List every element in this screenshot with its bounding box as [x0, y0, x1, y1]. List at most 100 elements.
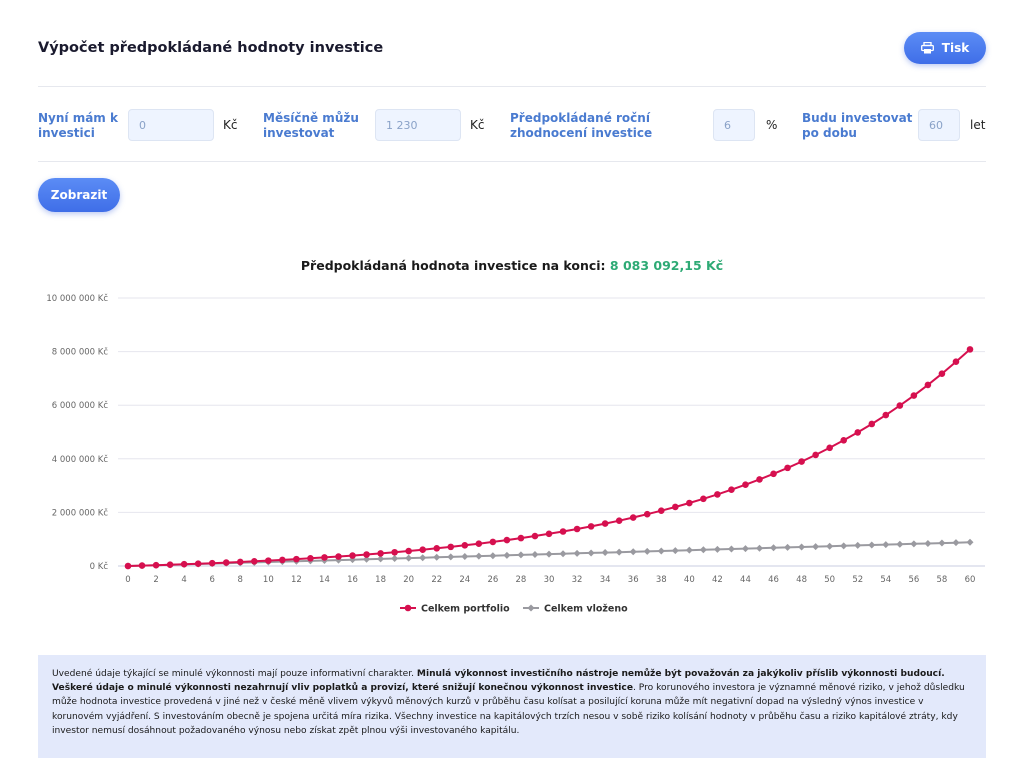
data-point	[924, 381, 932, 389]
annual-rate-input[interactable]	[713, 109, 755, 141]
data-point	[714, 491, 721, 498]
initial-investment-unit: Kč	[223, 118, 238, 132]
x-tick-label: 24	[459, 575, 470, 585]
x-tick-label: 20	[403, 575, 414, 585]
data-point	[461, 553, 469, 561]
data-point	[587, 523, 595, 530]
data-point	[433, 553, 441, 561]
data-point	[756, 476, 763, 483]
x-tick-label: 32	[572, 575, 583, 585]
investment-chart: 0 Kč 2 000 000 Kč 4 000 000 Kč 6 000 000 Kč…	[46, 293, 985, 615]
y-tick-label: 10 000 000 Kč	[46, 293, 108, 304]
data-point	[854, 541, 862, 549]
data-point	[236, 558, 244, 566]
data-point	[447, 543, 455, 551]
disclaimer-bold: Minulá výkonnost investičního nástroje n…	[52, 669, 945, 694]
y-tick-label: 0 Kč	[90, 561, 109, 572]
data-point	[952, 358, 960, 366]
result-label: Předpokládaná hodnota investice na konci…	[300, 258, 606, 273]
data-point	[643, 510, 651, 518]
legend-marker	[404, 604, 412, 612]
divider-top	[38, 86, 986, 87]
data-point	[756, 544, 763, 552]
data-point	[293, 555, 300, 563]
initial-investment-input[interactable]	[128, 109, 214, 141]
data-point	[222, 559, 230, 566]
data-point	[671, 547, 679, 555]
data-point	[124, 562, 132, 570]
x-tick-label: 40	[684, 575, 695, 585]
annual-rate-label: Předpokládané roční zhodnocení investice	[510, 111, 653, 140]
y-tick-label: 4 000 000 Kč	[52, 454, 109, 465]
data-point	[461, 542, 469, 549]
data-point	[657, 507, 665, 514]
data-point	[826, 542, 834, 550]
y-tick-label: 6 000 000 Kč	[52, 400, 109, 411]
data-point	[615, 548, 623, 556]
data-point	[447, 553, 455, 561]
divider-form	[38, 161, 986, 162]
data-point	[882, 411, 890, 419]
data-point	[391, 548, 398, 556]
x-tick-label: 4	[181, 575, 186, 585]
x-tick-label: 12	[291, 575, 302, 585]
duration-unit: let	[970, 118, 986, 132]
show-button[interactable]: Zobrazit	[38, 178, 120, 212]
initial-investment-label: Nyní mám k investici	[38, 111, 118, 140]
data-point	[517, 534, 525, 542]
x-tick-label: 18	[375, 575, 386, 585]
data-point	[924, 539, 932, 547]
data-point	[601, 549, 609, 557]
y-tick-label: 8 000 000 Kč	[52, 347, 109, 358]
data-point	[700, 495, 707, 503]
annual-rate-unit: %	[766, 118, 778, 132]
x-tick-label: 30	[544, 575, 555, 585]
data-point	[559, 528, 567, 535]
x-tick-label: 8	[238, 575, 243, 585]
data-point	[363, 551, 370, 558]
duration-input[interactable]	[918, 109, 960, 141]
x-tick-label: 58	[937, 575, 948, 585]
data-point	[643, 547, 651, 555]
data-point	[349, 552, 356, 559]
legend-label: Celkem vloženo	[544, 604, 628, 615]
x-tick-label: 48	[796, 575, 807, 585]
data-point	[966, 538, 974, 546]
monthly-investment-label: Měsíčně můžu investovat	[263, 111, 359, 140]
data-point	[265, 557, 272, 564]
data-point	[601, 520, 609, 527]
data-point	[489, 538, 497, 546]
data-point	[784, 464, 791, 472]
data-point	[208, 559, 216, 567]
data-point	[728, 486, 735, 493]
x-tick-label: 0	[125, 575, 130, 585]
monthly-investment-input[interactable]	[375, 109, 461, 141]
data-point	[798, 543, 806, 551]
x-tick-label: 50	[824, 575, 835, 585]
disclaimer-box: Uvedené údaje týkající se minulé výkonno…	[38, 655, 986, 758]
legend-marker	[527, 604, 535, 612]
data-point	[307, 555, 314, 562]
x-tick-label: 46	[768, 575, 779, 585]
printer-icon	[920, 42, 934, 54]
data-point	[138, 562, 146, 569]
x-tick-label: 54	[880, 575, 891, 585]
data-point	[531, 551, 539, 559]
data-point	[910, 540, 918, 548]
data-point	[686, 499, 693, 507]
data-point	[475, 540, 483, 547]
data-point	[489, 552, 497, 560]
x-tick-label: 28	[516, 575, 527, 585]
data-point	[896, 402, 904, 409]
data-point	[573, 525, 581, 533]
data-point	[784, 543, 792, 551]
data-point	[910, 392, 918, 399]
data-point	[503, 536, 511, 544]
data-point	[503, 551, 511, 559]
x-tick-label: 60	[965, 575, 976, 585]
data-point	[419, 554, 427, 562]
data-point	[377, 555, 385, 563]
data-point	[699, 546, 707, 554]
data-point	[713, 545, 721, 553]
print-button[interactable]: Tisk	[904, 32, 986, 64]
